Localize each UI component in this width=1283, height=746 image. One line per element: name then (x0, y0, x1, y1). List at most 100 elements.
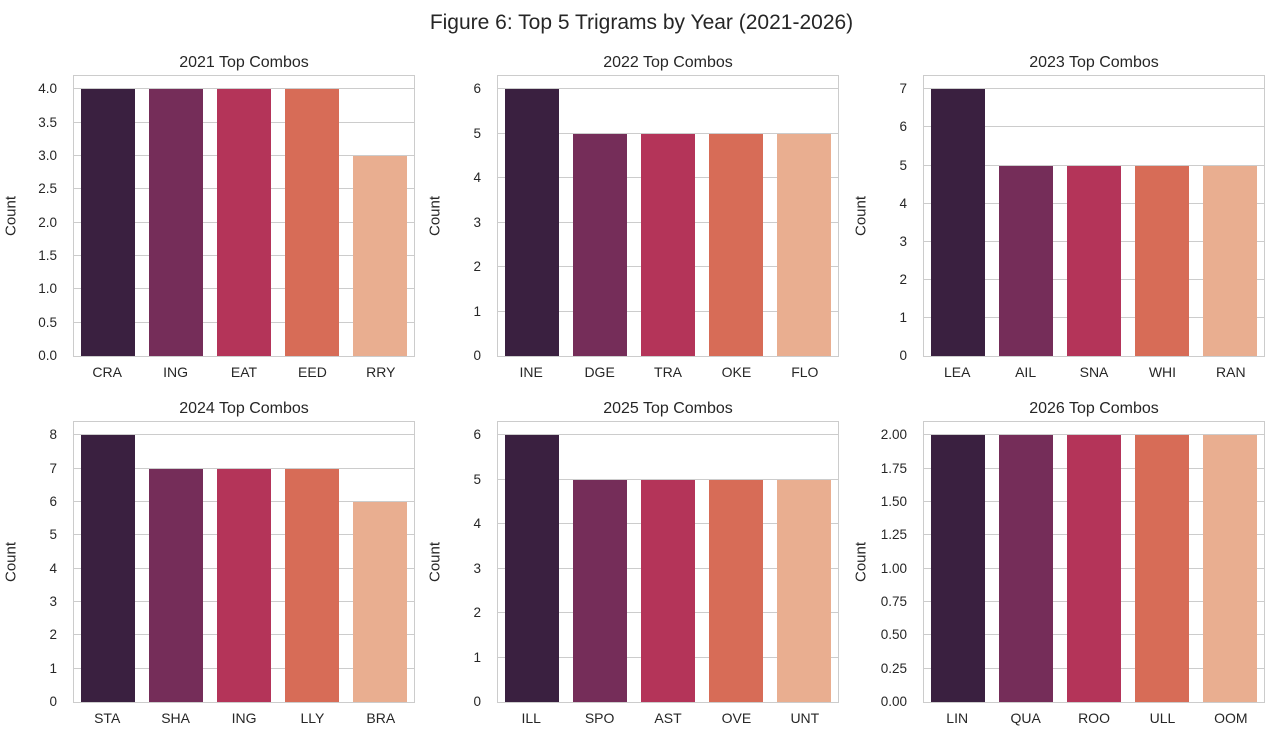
subplot-title: 2022 Top Combos (603, 54, 733, 71)
bar-ove (708, 479, 764, 702)
gridline (498, 132, 838, 134)
x-tick-label: RAN (1216, 364, 1246, 380)
x-tick-label: LEA (943, 364, 971, 380)
y-tick-label: 1.5 (38, 248, 57, 263)
y-tick-label: 2.5 (38, 181, 57, 197)
y-tick-label: 3.5 (38, 114, 57, 130)
bar-eed (284, 89, 340, 356)
gridline (74, 467, 414, 469)
y-tick-label: 0.5 (38, 314, 57, 330)
y-axis-ticks: 0 1 2 3 4 5 6 7 8 (0, 421, 65, 709)
y-tick-label: 1 (473, 649, 481, 665)
plot-area (497, 421, 839, 703)
bar-lly (284, 468, 340, 702)
y-tick-label: 1.25 (880, 527, 907, 543)
subplot-title: 2023 Top Combos (1029, 54, 1159, 71)
y-tick-label: 5 (473, 125, 481, 141)
y-tick-label: 5 (49, 527, 57, 543)
plot-area (497, 75, 839, 357)
y-tick-label: 7 (899, 81, 907, 97)
bar-unt (776, 479, 832, 702)
bar-ine (504, 89, 560, 356)
y-axis-ticks: 0 1 2 3 4 5 6 (423, 421, 489, 709)
x-tick-label: DGE (584, 364, 615, 380)
x-tick-label: OOM (1214, 710, 1248, 726)
y-tick-label: 1.50 (880, 494, 907, 509)
y-axis-ticks: 0 1 2 3 4 5 6 (423, 75, 489, 363)
bar-sna (1066, 165, 1122, 356)
bar-dge (572, 133, 628, 356)
y-tick-label: 6 (473, 81, 481, 97)
gridline (924, 126, 1264, 128)
bar-bra (352, 502, 408, 702)
y-tick-label: 7 (49, 460, 57, 476)
y-axis-ticks: 0 1 2 3 4 5 6 7 (849, 75, 915, 363)
x-tick-label: ROO (1078, 710, 1110, 726)
subplot-title: 2026 Top Combos (1029, 400, 1159, 417)
plot-area (923, 75, 1265, 357)
bar-lin (930, 435, 986, 702)
y-tick-label: 1.0 (38, 281, 57, 297)
subplot-2026: 2026 Top Combos Count 0.00 0.25 0.50 0.75 1.… (849, 399, 1269, 731)
x-tick-label: UNT (790, 710, 820, 726)
plot-area (923, 421, 1265, 703)
bar-whi (1134, 165, 1190, 356)
y-axis-ticks: 0.00 0.25 0.50 0.75 1.00 1.25 1.50 1.75 2.00 (849, 421, 915, 709)
x-axis-ticks: INE DGE TRA OKE FLO (497, 359, 839, 383)
x-tick-label: SPO (584, 710, 615, 726)
x-tick-label: INE (519, 364, 543, 380)
bar-ing (148, 89, 204, 356)
subplot-title: 2025 Top Combos (603, 400, 733, 417)
x-tick-label: ING (163, 364, 189, 380)
bar-ing (216, 468, 272, 702)
subplot-title: 2024 Top Combos (179, 400, 309, 417)
y-tick-label: 6 (49, 494, 57, 509)
gridline (74, 434, 414, 436)
x-tick-label: SHA (161, 710, 190, 726)
y-tick-label: 3 (899, 233, 907, 249)
y-tick-label: 3 (49, 594, 57, 609)
x-tick-label: EAT (230, 364, 258, 380)
gridline (498, 434, 838, 436)
gridline (924, 164, 1264, 166)
x-tick-label: BRA (366, 710, 396, 726)
gridline (498, 88, 838, 90)
bar-ail (998, 165, 1054, 356)
bar-qua (998, 435, 1054, 702)
y-tick-label: 0.50 (880, 627, 907, 643)
bar-rry (352, 156, 408, 356)
y-tick-label: 1 (899, 309, 907, 325)
bar-ill (504, 435, 560, 702)
x-tick-label: LLY (300, 710, 325, 726)
x-tick-label: EED (298, 364, 327, 380)
bar-oom (1202, 435, 1258, 702)
x-tick-label: FLO (791, 364, 819, 380)
y-tick-label: 1 (49, 660, 57, 676)
x-tick-label: ING (231, 710, 257, 726)
x-tick-label: STA (94, 710, 121, 726)
x-tick-label: CRA (92, 364, 122, 380)
y-tick-label: 4 (473, 516, 481, 532)
plot-area (73, 421, 415, 703)
x-tick-label: RRY (366, 364, 396, 380)
y-tick-label: 3.0 (38, 148, 57, 163)
x-axis-ticks: CRA ING EAT EED RRY (73, 359, 415, 383)
x-tick-label: TRA (654, 364, 683, 380)
x-tick-label: QUA (1010, 710, 1041, 726)
y-axis-ticks: 0.0 0.5 1.0 1.5 2.0 2.5 3.0 3.5 4.0 (0, 75, 65, 363)
y-tick-label: 0 (473, 348, 481, 363)
x-tick-label: ULL (1149, 710, 1176, 726)
x-axis-ticks: LEA AIL SNA WHI RAN (923, 359, 1265, 383)
bar-ran (1202, 165, 1258, 356)
subplot-2021: 2021 Top Combos Count 0.0 0.5 1.0 1.5 2.0 2.5… (0, 53, 419, 385)
x-tick-label: AST (654, 710, 682, 726)
bar-sta (80, 435, 136, 702)
x-tick-label: WHI (1148, 364, 1177, 380)
figure-title: Figure 6: Top 5 Trigrams by Year (2021-2… (429, 11, 854, 34)
y-tick-label: 0 (899, 348, 907, 363)
y-tick-label: 0.75 (880, 594, 907, 609)
bar-roo (1066, 435, 1122, 702)
y-tick-label: 2.00 (880, 427, 907, 443)
